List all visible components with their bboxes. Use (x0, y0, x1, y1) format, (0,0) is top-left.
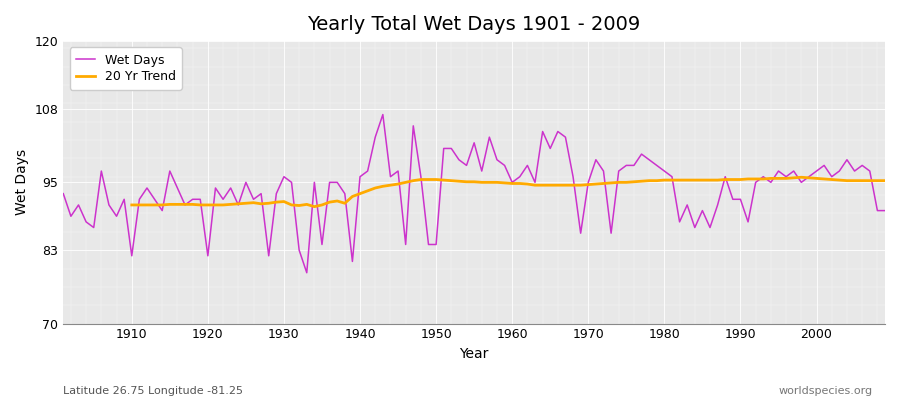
20 Yr Trend (271, 200, 282, 204)
20 Yr Trend (796, 175, 806, 180)
20 Yr Trend (857, 178, 868, 183)
Line: Wet Days: Wet Days (63, 114, 885, 273)
Wet Days (377, 112, 388, 117)
Y-axis label: Wet Days: Wet Days (15, 149, 29, 216)
Wet Days (879, 208, 890, 213)
Wet Days (58, 191, 68, 196)
20 Yr Trend (583, 182, 594, 187)
20 Yr Trend (302, 202, 312, 207)
Wet Days (522, 163, 533, 168)
20 Yr Trend (879, 178, 890, 183)
20 Yr Trend (126, 202, 137, 207)
Wet Days (119, 197, 130, 202)
Legend: Wet Days, 20 Yr Trend: Wet Days, 20 Yr Trend (69, 47, 182, 90)
Line: 20 Yr Trend: 20 Yr Trend (131, 177, 885, 207)
Wet Days (286, 180, 297, 185)
Title: Yearly Total Wet Days 1901 - 2009: Yearly Total Wet Days 1901 - 2009 (308, 15, 641, 34)
X-axis label: Year: Year (460, 347, 489, 361)
Wet Days (339, 191, 350, 196)
20 Yr Trend (522, 182, 533, 186)
Wet Days (613, 169, 624, 174)
20 Yr Trend (834, 178, 845, 182)
Wet Days (515, 174, 526, 179)
Wet Days (302, 270, 312, 275)
Text: worldspecies.org: worldspecies.org (778, 386, 873, 396)
20 Yr Trend (309, 204, 320, 209)
Text: Latitude 26.75 Longitude -81.25: Latitude 26.75 Longitude -81.25 (63, 386, 243, 396)
